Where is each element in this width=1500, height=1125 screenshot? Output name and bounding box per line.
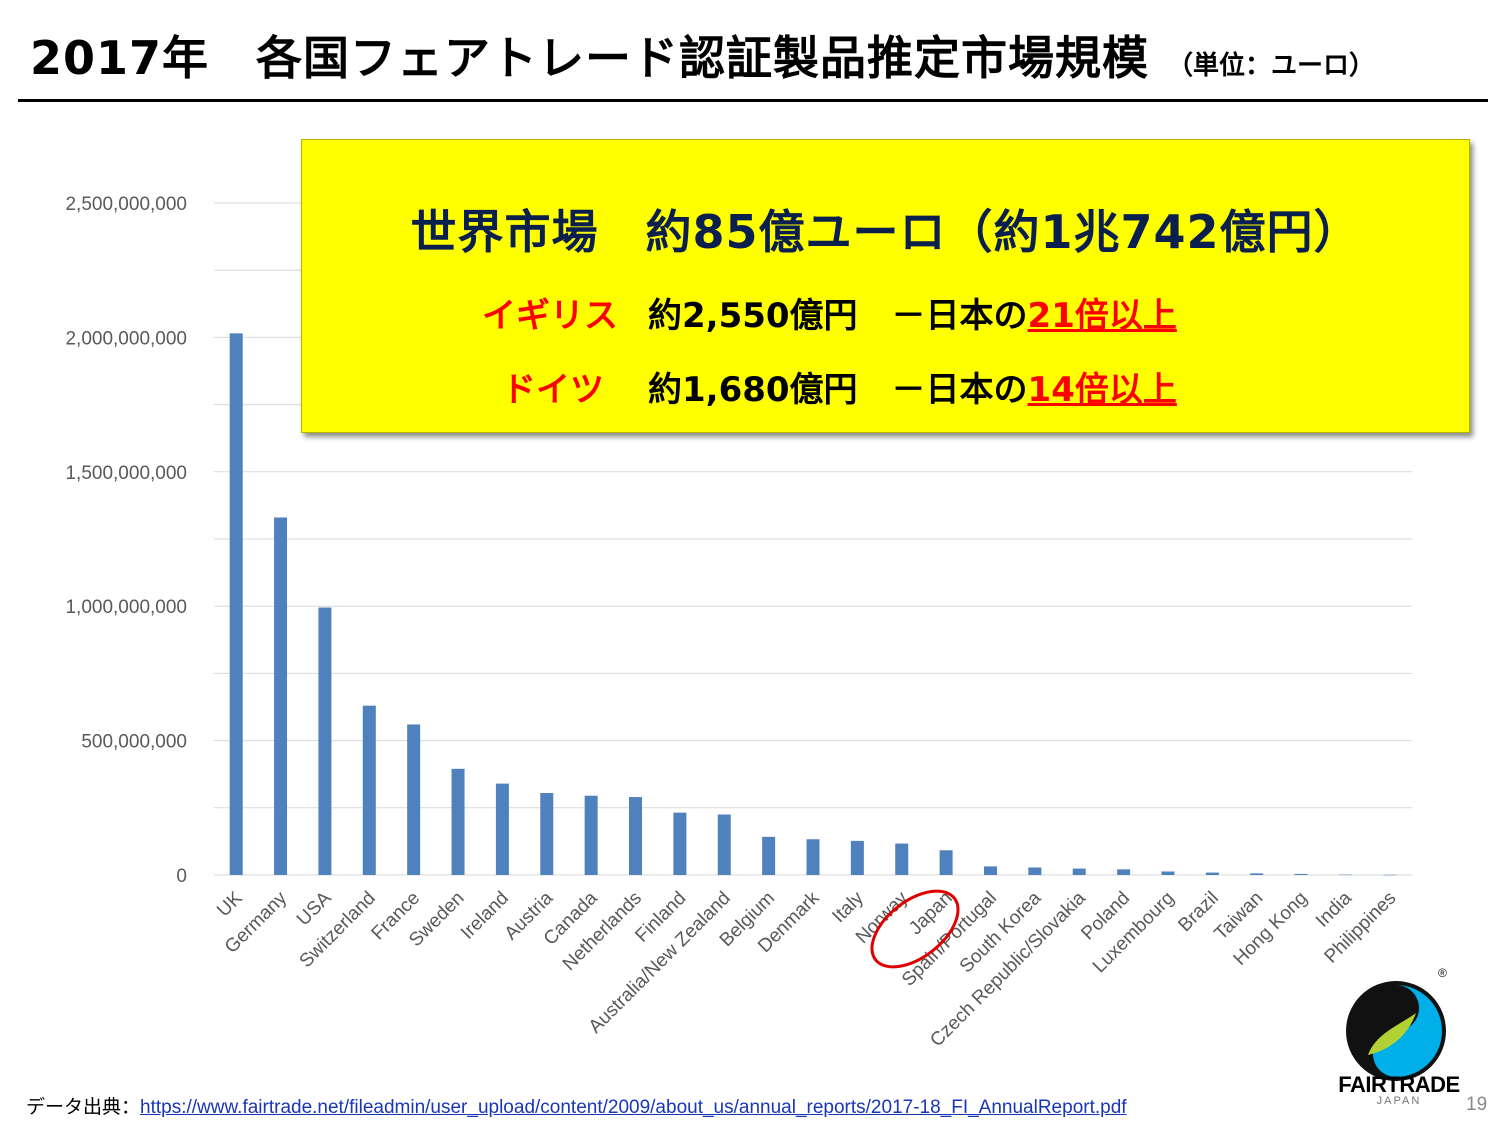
title-main: 2017年 各国フェアトレード認証製品推定市場規模 <box>30 31 1150 85</box>
fairtrade-logo-icon: ® <box>1346 966 1447 1081</box>
bar-brazil <box>1205 872 1219 875</box>
y-tick-label: 2,500,000,000 <box>65 194 187 215</box>
bar-poland <box>1117 869 1131 875</box>
japan-highlight-circle <box>870 889 960 969</box>
logo-subtext: JAPAN <box>1376 1095 1422 1107</box>
title-unit: （単位：ユーロ） <box>1167 51 1376 81</box>
y-tick-label: 1,500,000,000 <box>65 463 187 484</box>
bar-canada <box>584 795 598 875</box>
bar-czech-republic-slovakia <box>1072 868 1086 875</box>
source-label: データ出典： <box>26 1097 141 1118</box>
callout-value-text-uk: 約2,550億円 －日本の <box>648 296 1028 336</box>
bar-australia-new-zealand <box>717 814 731 875</box>
y-tick-label: 500,000,000 <box>81 732 187 753</box>
y-tick-label: 2,000,000,000 <box>65 328 187 349</box>
y-tick-label: 1,000,000,000 <box>65 597 187 618</box>
callout-multiple-germany: 14倍以上 <box>1027 370 1177 410</box>
bar-luxembourg <box>1161 871 1175 875</box>
logo-registered-mark: ® <box>1438 966 1447 980</box>
bar-ireland <box>495 783 509 875</box>
bar-italy <box>850 840 864 875</box>
callout-multiple-uk: 21倍以上 <box>1027 296 1177 336</box>
y-axis-labels: 0 500,000,000 1,000,000,000 1,500,000,000 2,… <box>65 194 187 887</box>
bar-finland <box>673 812 687 875</box>
bar-south-korea <box>1028 867 1042 875</box>
bar-sweden <box>451 768 465 875</box>
bar-germany <box>274 517 288 875</box>
bar-norway <box>895 843 909 875</box>
title-rule <box>18 99 1488 102</box>
callout-value-text-germany: 約1,680億円 －日本の <box>648 370 1028 410</box>
bar-austria <box>540 793 554 875</box>
bars <box>229 333 1397 876</box>
bar-spain-portugal <box>983 866 997 875</box>
bar-denmark <box>806 839 820 875</box>
logo-wordmark: FAIRTRADE <box>1338 1072 1460 1097</box>
page-number: 19 <box>1466 1094 1488 1115</box>
callout-value-germany: 約1,680億円 －日本の14倍以上 <box>648 362 1177 411</box>
x-tick-label: UK <box>213 887 247 921</box>
y-tick-label: 0 <box>176 866 187 887</box>
x-tick-label: Italy <box>828 887 868 927</box>
callout-headline: 世界市場 約85億ユーロ（約1兆742億円） <box>410 205 1361 259</box>
bar-netherlands <box>629 797 643 875</box>
bar-philippines <box>1383 874 1397 876</box>
bar-usa <box>318 607 332 875</box>
source-link[interactable]: https://www.fairtrade.net/fileadmin/user… <box>140 1097 1127 1118</box>
slide-title: 2017年 各国フェアトレード認証製品推定市場規模 （単位：ユーロ） <box>30 22 1490 92</box>
bar-switzerland <box>362 705 376 875</box>
callout-value-uk: 約2,550億円 －日本の21倍以上 <box>648 288 1177 337</box>
bar-hong-kong <box>1294 873 1308 875</box>
callout-country-uk: イギリス <box>482 296 618 336</box>
bar-india <box>1338 874 1352 876</box>
x-tick-label: Ireland <box>457 888 513 944</box>
bar-uk <box>229 333 243 875</box>
bar-france <box>407 724 421 875</box>
data-source: データ出典：https://www.fairtrade.net/fileadmi… <box>26 1092 1127 1119</box>
bar-japan <box>939 850 953 875</box>
bar-belgium <box>762 836 776 875</box>
callout-country-germany: ドイツ <box>502 370 604 410</box>
market-callout: 世界市場 約85億ユーロ（約1兆742億円） イギリス 約2,550億円 －日本… <box>301 139 1470 433</box>
bar-taiwan <box>1250 873 1264 875</box>
